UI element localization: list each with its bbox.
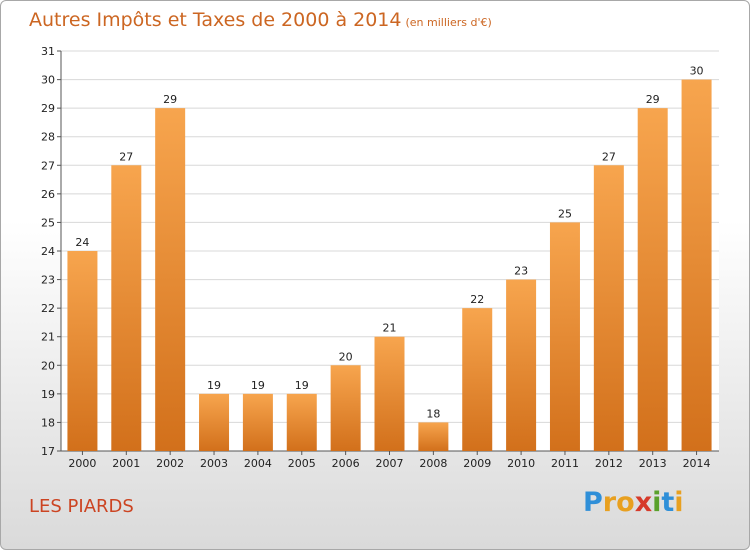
- bar-value-label: 21: [383, 322, 397, 335]
- x-tick-label: 2004: [244, 457, 272, 470]
- bar-value-label: 29: [646, 93, 660, 106]
- bar-value-label: 27: [602, 150, 616, 163]
- bar-value-label: 29: [163, 93, 177, 106]
- chart-title-text: Autres Impôts et Taxes de 2000 à 2014: [29, 9, 402, 31]
- y-tick-label: 29: [41, 102, 55, 115]
- bar-2001: [111, 165, 142, 452]
- bar-value-label: 27: [119, 150, 133, 163]
- y-tick-label: 27: [41, 159, 55, 172]
- y-tick-label: 26: [41, 188, 55, 201]
- bar-2002: [155, 108, 186, 452]
- bar-2007: [374, 336, 405, 451]
- commune-name: LES PIARDS: [29, 496, 134, 517]
- bar-value-label: 25: [558, 207, 572, 220]
- bar-2008: [418, 422, 449, 451]
- bar-value-label: 24: [75, 236, 89, 249]
- x-tick-label: 2008: [419, 457, 447, 470]
- x-tick-label: 2009: [463, 457, 491, 470]
- x-tick-label: 2003: [200, 457, 228, 470]
- chart-title: Autres Impôts et Taxes de 2000 à 2014 (en…: [29, 9, 492, 31]
- logo-letter: o: [616, 487, 635, 518]
- bar-2004: [242, 393, 273, 451]
- bar-2013: [637, 108, 668, 452]
- x-tick-label: 2014: [683, 457, 711, 470]
- logo-letter: i: [674, 487, 684, 518]
- x-tick-label: 2007: [376, 457, 404, 470]
- y-tick-label: 20: [41, 359, 55, 372]
- y-tick-label: 21: [41, 331, 55, 344]
- y-tick-label: 17: [41, 445, 55, 458]
- y-tick-label: 28: [41, 131, 55, 144]
- y-tick-label: 31: [41, 45, 55, 58]
- logo-letter: P: [583, 487, 603, 518]
- chart-unit: (en milliers d'€): [405, 16, 492, 29]
- bar-2014: [681, 79, 712, 452]
- x-tick-label: 2006: [332, 457, 360, 470]
- logo-letter: t: [661, 487, 675, 518]
- bar-2012: [593, 165, 624, 452]
- bar-2003: [199, 393, 230, 451]
- x-tick-label: 2005: [288, 457, 316, 470]
- x-tick-label: 2013: [639, 457, 667, 470]
- x-tick-label: 2011: [551, 457, 579, 470]
- logo-letter: x: [634, 487, 653, 518]
- bar-2010: [506, 279, 537, 451]
- bar-value-label: 30: [690, 65, 704, 78]
- y-tick-label: 25: [41, 216, 55, 229]
- x-tick-label: 2012: [595, 457, 623, 470]
- logo-letter: r: [602, 487, 617, 518]
- bar-value-label: 22: [470, 293, 484, 306]
- x-tick-label: 2001: [112, 457, 140, 470]
- bar-2005: [286, 393, 317, 451]
- bar-2011: [549, 222, 580, 451]
- y-tick-label: 30: [41, 74, 55, 87]
- x-tick-label: 2000: [68, 457, 96, 470]
- y-tick-label: 24: [41, 245, 55, 258]
- y-tick-label: 19: [41, 388, 55, 401]
- y-tick-label: 18: [41, 416, 55, 429]
- y-tick-label: 23: [41, 274, 55, 287]
- x-tick-label: 2002: [156, 457, 184, 470]
- bar-value-label: 23: [514, 265, 528, 278]
- logo-letter: i: [652, 487, 662, 518]
- bar-2006: [330, 365, 361, 451]
- bar-value-label: 19: [207, 379, 221, 392]
- bar-value-label: 20: [339, 350, 353, 363]
- y-tick-label: 22: [41, 302, 55, 315]
- bar-value-label: 19: [251, 379, 265, 392]
- bar-2000: [67, 251, 98, 451]
- bar-value-label: 18: [426, 407, 440, 420]
- proxiti-logo: Proxiti: [583, 487, 684, 518]
- bar-2009: [462, 308, 493, 451]
- bar-value-label: 19: [295, 379, 309, 392]
- x-tick-label: 2010: [507, 457, 535, 470]
